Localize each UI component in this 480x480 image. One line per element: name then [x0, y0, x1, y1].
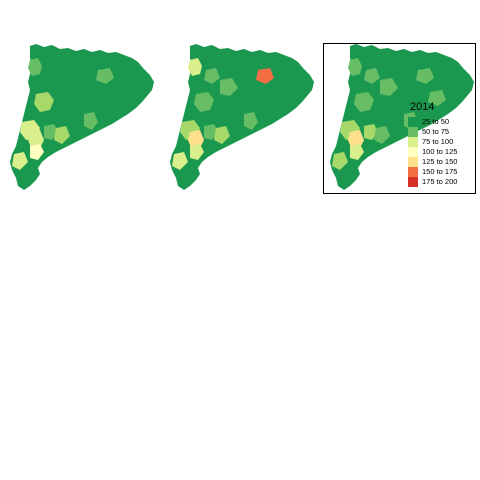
region-r10	[364, 68, 380, 84]
region-r7	[374, 126, 390, 144]
region-r2	[354, 92, 374, 112]
legend-label: 75 to 100	[422, 137, 454, 146]
legend-item: 175 to 200	[408, 177, 480, 187]
region-r6	[204, 124, 218, 140]
catalonia-map-1	[0, 40, 160, 200]
region-r1	[28, 58, 42, 76]
region-r6	[364, 124, 378, 140]
legend-items: 25 to 50 50 to 75 75 to 100 100 to 125 125 t…	[408, 117, 480, 187]
region-r1	[188, 58, 202, 76]
region-r5	[30, 144, 44, 160]
region-r9	[380, 78, 398, 96]
legend-item: 100 to 125	[408, 147, 480, 157]
legend-label: 150 to 175	[422, 167, 458, 176]
legend-item: 75 to 100	[408, 137, 480, 147]
region-r9	[60, 78, 78, 96]
legend-label: 100 to 125	[422, 147, 458, 156]
region-r8	[244, 112, 258, 130]
legend-swatch	[408, 127, 418, 137]
legend-item: 125 to 150	[408, 157, 480, 167]
region-r2	[194, 92, 214, 112]
region-r9	[220, 78, 238, 96]
region-r12	[416, 68, 434, 84]
legend-label: 175 to 200	[422, 177, 458, 186]
legend-title: 2014	[410, 101, 435, 113]
legend-label: 125 to 150	[422, 157, 458, 166]
legend-swatch	[408, 167, 418, 177]
region-r7	[214, 126, 230, 144]
region-r1	[348, 58, 362, 76]
region-r11	[268, 90, 286, 106]
legend-swatch	[408, 147, 418, 157]
region-r13	[172, 152, 188, 170]
region-r10	[44, 68, 60, 84]
legend-label: 25 to 50	[422, 117, 450, 126]
legend-item: 25 to 50	[408, 117, 480, 127]
legend-item: 50 to 75	[408, 127, 480, 137]
region-r13	[332, 152, 348, 170]
region-r12	[96, 68, 114, 84]
region-r13	[12, 152, 28, 170]
region-r5	[190, 144, 204, 160]
region-r6	[44, 124, 58, 140]
legend-swatch	[408, 137, 418, 147]
legend-swatch	[408, 117, 418, 127]
legend-label: 50 to 75	[422, 127, 450, 136]
region-r7	[54, 126, 70, 144]
region-r10	[204, 68, 220, 84]
legend-item: 150 to 175	[408, 167, 480, 177]
legend-swatch	[408, 157, 418, 167]
region-r11	[428, 90, 446, 106]
map-legend: 2014 25 to 50 50 to 75 75 to 100 100 to 125…	[408, 100, 480, 187]
region-r2	[34, 92, 54, 112]
region-r12	[256, 68, 274, 84]
region-r8	[84, 112, 98, 130]
catalonia-map-3	[320, 40, 480, 200]
region-r5	[350, 144, 364, 160]
catalonia-map-2	[160, 40, 320, 200]
region-r11	[108, 90, 126, 106]
legend-swatch	[408, 177, 418, 187]
